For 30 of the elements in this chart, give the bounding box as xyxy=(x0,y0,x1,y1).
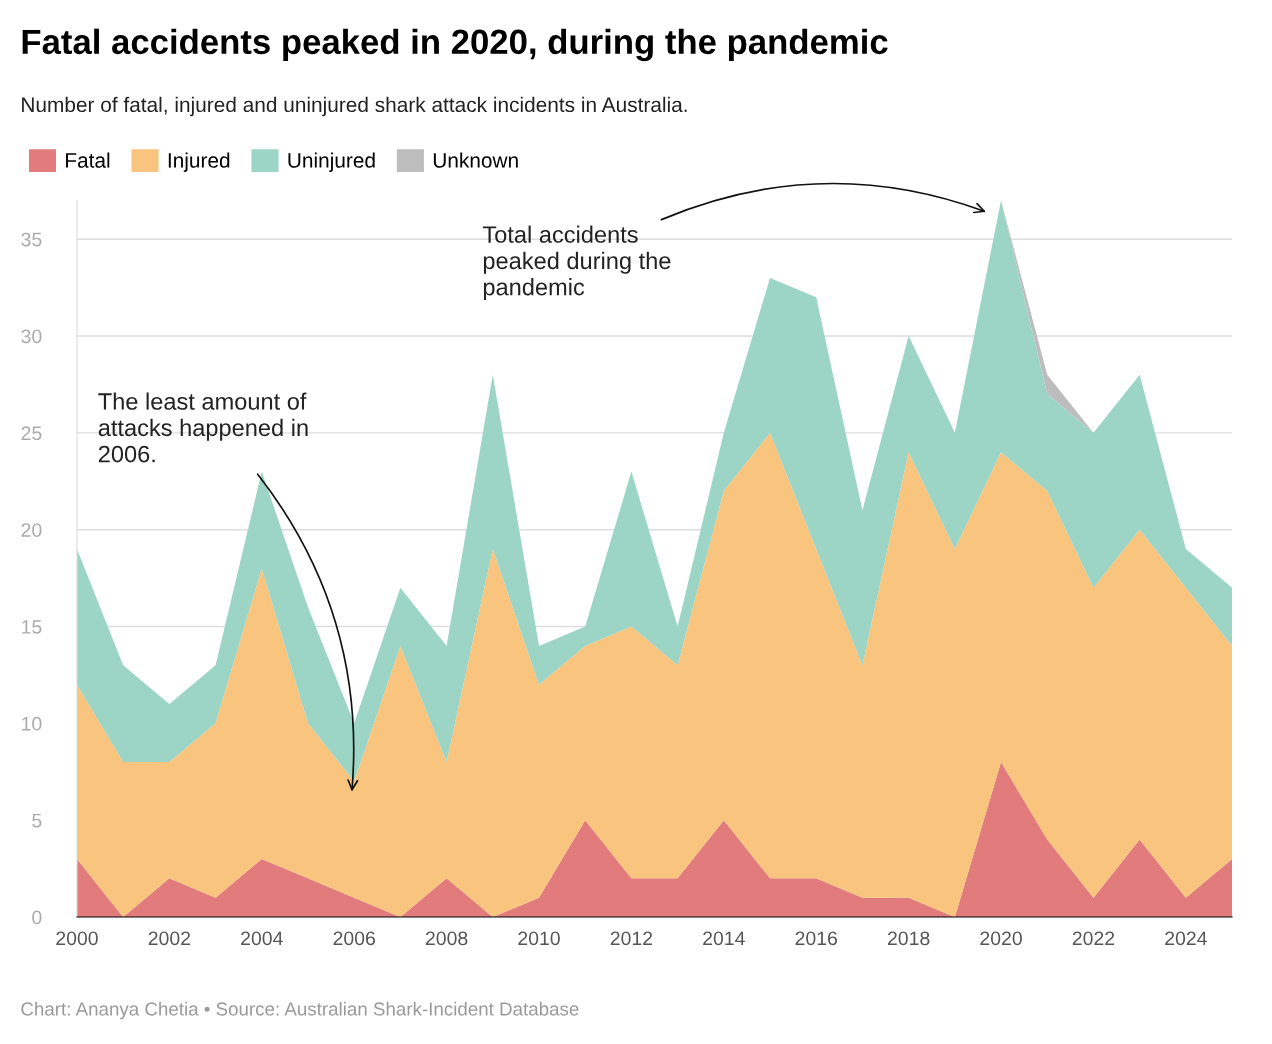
y-tick-label: 25 xyxy=(21,426,42,441)
x-tick-label: 2012 xyxy=(610,931,653,946)
chart-subtitle: Number of fatal, injured and uninjured shark attack incidents in Australia. xyxy=(22,96,687,117)
x-tick-label: 2018 xyxy=(887,931,930,946)
y-tick-label: 35 xyxy=(21,232,42,247)
x-tick-label: 2022 xyxy=(1072,931,1115,946)
y-tick-label: 30 xyxy=(21,329,42,344)
y-tick-label: 10 xyxy=(22,716,42,731)
x-tick-label: 2004 xyxy=(241,931,283,946)
text: Chart: Ananya Chetia • Source: Australian Shark-Incident Database xyxy=(21,1001,579,1020)
y-tick-label: 15 xyxy=(22,620,42,634)
legend-label: Unknown xyxy=(433,152,518,168)
x-tick-label: 2008 xyxy=(425,931,468,946)
y-tick-label: 20 xyxy=(21,523,42,537)
x-tick-label: 2016 xyxy=(795,931,837,946)
y-tick-label: 0 xyxy=(32,910,42,925)
y-tick-label: 5 xyxy=(32,813,42,828)
legend-label: Injured xyxy=(168,152,230,172)
legend-label: Uninjured xyxy=(288,152,375,172)
x-tick-label: 2002 xyxy=(148,931,191,946)
x-tick-label: 2006 xyxy=(333,931,375,946)
x-tick-label: 2000 xyxy=(56,931,98,946)
chart-title: Fatal accidents peaked in 2020, during the pandemic xyxy=(22,28,888,62)
x-tick-label: 2024 xyxy=(1165,931,1207,946)
legend-label: Fatal xyxy=(66,152,110,168)
annotation: The least amount of attacks happened in 2006. xyxy=(98,392,308,463)
x-tick-label: 2014 xyxy=(703,931,745,946)
annotation: Total accidents peaked during the pandemic xyxy=(482,225,671,301)
x-tick-label: 2010 xyxy=(518,931,560,946)
x-tick-label: 2020 xyxy=(980,931,1022,946)
